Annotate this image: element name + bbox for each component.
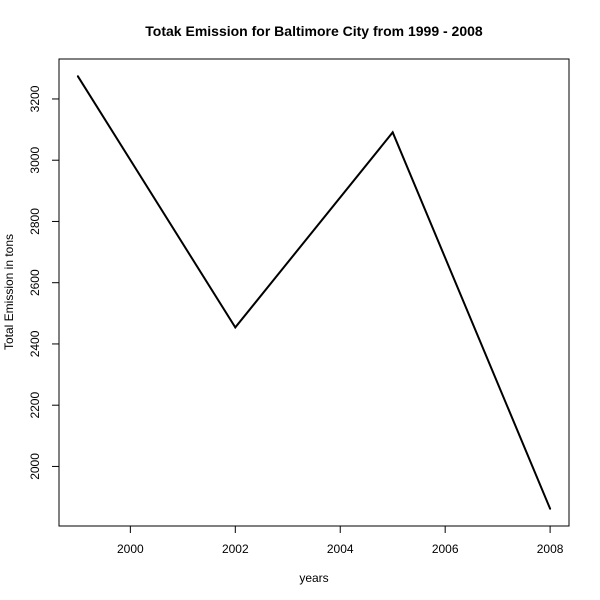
y-tick-label: 2000 (28, 453, 42, 480)
chart-title: Totak Emission for Baltimore City from 1… (145, 23, 483, 39)
series-line (77, 75, 552, 510)
data-point (391, 131, 394, 134)
y-tick-label: 2800 (28, 208, 42, 235)
x-tick-label: 2004 (327, 542, 354, 556)
y-axis: 2000 2200 2400 2600 2800 3000 3200 (28, 85, 60, 480)
x-axis-title: years (299, 571, 328, 585)
x-tick-label: 2000 (117, 542, 144, 556)
y-axis-title: Total Emission in tons (2, 234, 16, 350)
x-axis: 2000 2002 2004 2006 2008 (117, 525, 564, 556)
data-point (549, 507, 552, 510)
x-tick-label: 2006 (432, 542, 459, 556)
data-point (76, 75, 79, 78)
plot-frame (58, 58, 570, 527)
x-tick-label: 2002 (222, 542, 249, 556)
y-tick-label: 3200 (28, 85, 42, 112)
y-tick-label: 2200 (28, 392, 42, 419)
x-tick-label: 2008 (537, 542, 564, 556)
y-tick-label: 2400 (28, 330, 42, 357)
series-layer (76, 75, 552, 510)
y-tick-label: 3000 (28, 147, 42, 174)
data-point (234, 326, 237, 329)
y-tick-label: 2600 (28, 269, 42, 296)
